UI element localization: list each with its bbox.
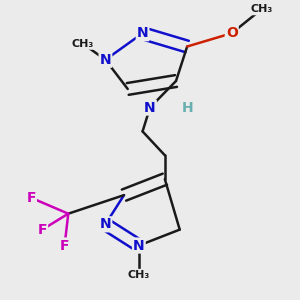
Text: CH₃: CH₃ (128, 270, 150, 280)
Text: F: F (38, 223, 47, 237)
Text: H: H (181, 100, 193, 115)
Text: CH₃: CH₃ (72, 39, 94, 49)
Text: F: F (60, 238, 69, 253)
Text: F: F (26, 191, 36, 205)
Text: N: N (133, 238, 145, 253)
Text: N: N (100, 217, 111, 231)
Text: N: N (137, 26, 148, 40)
Text: O: O (226, 26, 238, 40)
Text: N: N (100, 53, 111, 67)
Text: N: N (144, 100, 156, 115)
Text: CH₃: CH₃ (250, 4, 273, 14)
